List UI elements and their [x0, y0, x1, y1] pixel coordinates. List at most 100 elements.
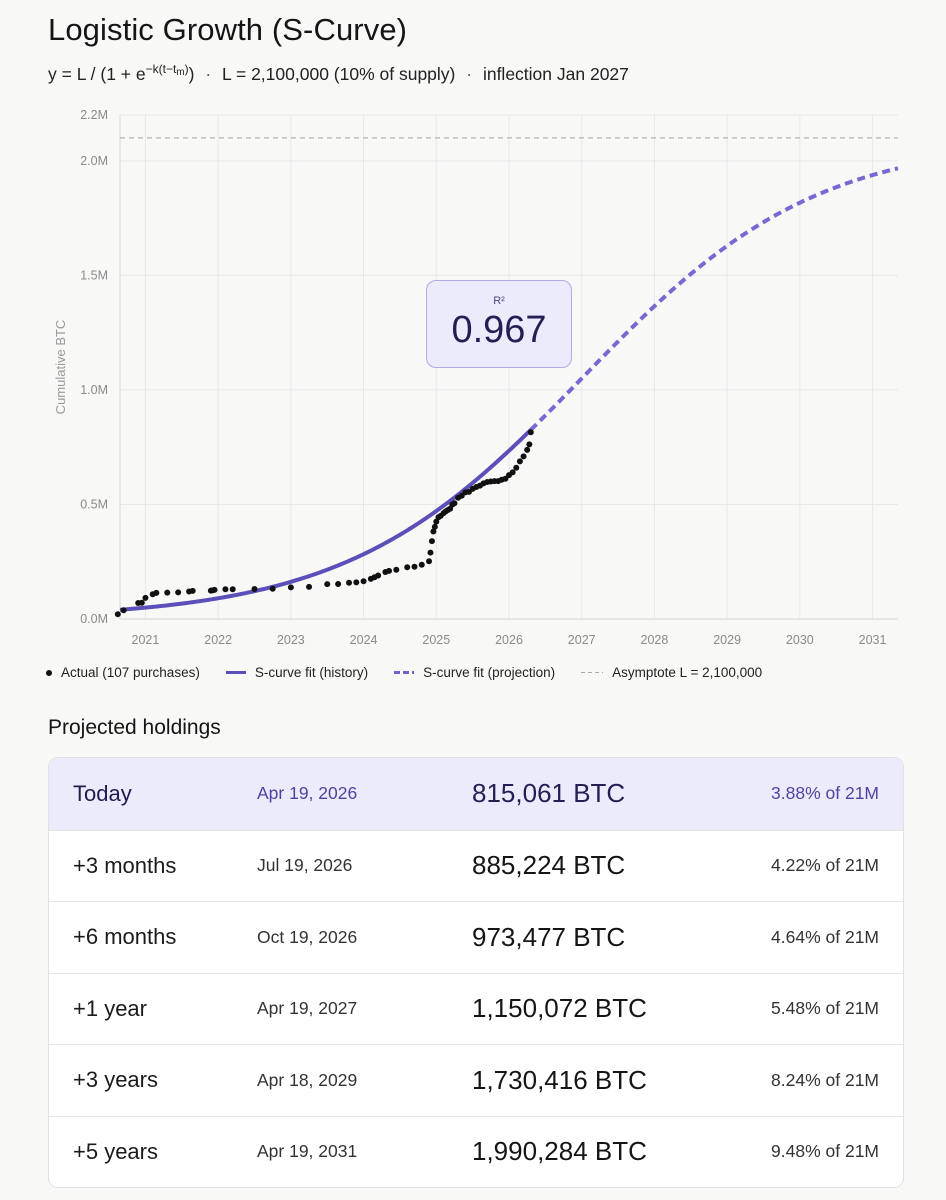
y-tick-label: 1.5M: [80, 268, 108, 282]
data-point: [189, 587, 196, 594]
row-btc: 1,730,416 BTC: [472, 1064, 647, 1095]
data-point: [430, 528, 437, 535]
x-tick-label: 2022: [204, 633, 232, 647]
row-date: Jul 19, 2026: [257, 855, 353, 876]
row-date: Apr 19, 2027: [257, 998, 358, 1019]
row-btc: 1,150,072 BTC: [472, 993, 647, 1024]
legend-item-asymptote: Asymptote L = 2,100,000: [581, 665, 762, 680]
x-tick-label: 2029: [713, 633, 741, 647]
legend-dashed-line-icon: [394, 671, 415, 674]
legend-item-fit-history: S-curve fit (history): [225, 665, 369, 680]
row-btc: 1,990,284 BTC: [472, 1136, 647, 1167]
data-point: [520, 453, 527, 460]
data-point: [222, 586, 229, 593]
legend-label: Asymptote L = 2,100,000: [612, 665, 763, 680]
data-point: [393, 566, 400, 573]
y-tick-label: 2.2M: [80, 108, 108, 122]
separator-dot: ·: [466, 64, 473, 84]
data-point: [404, 564, 411, 571]
data-point: [502, 475, 509, 482]
table-row: +5 years Apr 19, 2031 1,990,284 BTC 9.48% o…: [49, 1115, 903, 1188]
chart-title: Logistic Growth (S-Curve): [48, 12, 408, 47]
data-point: [175, 589, 182, 596]
x-tick-label: 2025: [422, 633, 450, 647]
formula-prefix: y = L / (1 + e: [48, 64, 146, 84]
row-label: +6 months: [73, 924, 177, 950]
legend-item-fit-projection: S-curve fit (projection): [394, 665, 555, 680]
data-point: [211, 586, 218, 593]
param-L: L = 2,100,000 (10% of supply): [222, 64, 456, 84]
row-label: +5 years: [73, 1138, 158, 1164]
series-line-fit-projection: [529, 166, 899, 432]
row-label: +3 months: [73, 852, 177, 878]
row-label: +3 years: [73, 1067, 158, 1093]
param-inflection: inflection Jan 2027: [482, 64, 629, 84]
x-tick-label: 2030: [786, 633, 814, 647]
data-point: [418, 561, 425, 568]
data-point: [287, 584, 294, 591]
y-tick-label: 0.5M: [80, 497, 108, 511]
table-row: +6 months Oct 19, 2026 973,477 BTC 4.64% of…: [49, 901, 903, 973]
table-row: +1 year Apr 19, 2027 1,150,072 BTC 5.48% of…: [49, 972, 903, 1045]
legend-label: S-curve fit (projection): [423, 665, 556, 680]
chart-legend: Actual (107 purchases) S-curve fit (hist…: [46, 665, 788, 680]
data-point: [516, 458, 523, 465]
data-point: [306, 583, 313, 590]
row-pct: 4.22% of 21M: [771, 855, 879, 876]
row-btc: 885,224 BTC: [472, 850, 626, 881]
row-pct: 9.48% of 21M: [771, 1141, 879, 1162]
chart-subtitle: y = L / (1 + e−k(t−tm)) · L = 2,100,000 …: [48, 62, 629, 85]
row-pct: 3.88% of 21M: [771, 783, 879, 804]
data-point: [335, 580, 342, 587]
row-btc: 973,477 BTC: [472, 921, 626, 952]
data-point: [526, 441, 533, 448]
x-tick-label: 2023: [277, 633, 305, 647]
series-line-fit-history: [119, 428, 533, 612]
projection-table: Today Apr 19, 2026 815,061 BTC 3.88% of 21M…: [48, 757, 904, 1188]
data-point: [524, 446, 531, 453]
r-squared-label: R²: [493, 295, 505, 307]
formula-suffix: ): [188, 64, 195, 84]
chart-plot: 0.0M 0.5M 1.0M 1.5M 2.0M 2.2M 2021 2022 2023 2024…: [53, 108, 899, 647]
legend-line-icon: [225, 671, 246, 674]
legend-item-actual: Actual (107 purchases): [46, 665, 200, 680]
data-point: [324, 581, 331, 588]
formula-exponent: −k(t−tm): [145, 62, 189, 78]
r-squared-value: 0.967: [451, 309, 547, 351]
row-pct: 4.64% of 21M: [771, 926, 879, 947]
data-point: [360, 578, 367, 585]
data-point: [375, 572, 382, 579]
row-date: Apr 19, 2031: [257, 1141, 358, 1162]
row-pct: 8.24% of 21M: [771, 1069, 879, 1090]
data-point: [386, 567, 393, 574]
table-row: +3 months Jul 19, 2026 885,224 BTC 4.22% of…: [49, 829, 903, 902]
r-squared-badge: R² 0.967: [426, 280, 572, 368]
x-tick-label: 2024: [350, 633, 378, 647]
y-tick-label: 2.0M: [80, 154, 108, 168]
x-tick-label: 2031: [859, 633, 887, 647]
row-date: Oct 19, 2026: [257, 926, 358, 947]
row-btc: 815,061 BTC: [472, 778, 626, 809]
formula-subscript: m: [176, 67, 185, 78]
row-date: Apr 19, 2026: [257, 783, 358, 804]
data-point: [509, 469, 516, 476]
data-point: [426, 558, 433, 565]
data-point: [411, 563, 418, 570]
data-point: [427, 549, 434, 556]
data-point: [164, 589, 171, 596]
data-point: [428, 538, 435, 545]
legend-dashed-line-icon: [581, 672, 604, 673]
legend-dot-icon: [46, 669, 52, 676]
data-point: [451, 500, 458, 507]
y-tick-label: 0.0M: [80, 612, 108, 626]
legend-label: Actual (107 purchases): [61, 665, 200, 680]
data-point: [513, 464, 520, 471]
data-point: [353, 579, 360, 586]
row-label: +1 year: [73, 995, 147, 1021]
data-point: [346, 579, 353, 586]
x-tick-label: 2021: [132, 633, 160, 647]
legend-label: S-curve fit (history): [254, 665, 369, 680]
data-point: [153, 589, 160, 596]
table-row: Today Apr 19, 2026 815,061 BTC 3.88% of 21M: [49, 758, 903, 830]
data-point: [251, 585, 258, 592]
